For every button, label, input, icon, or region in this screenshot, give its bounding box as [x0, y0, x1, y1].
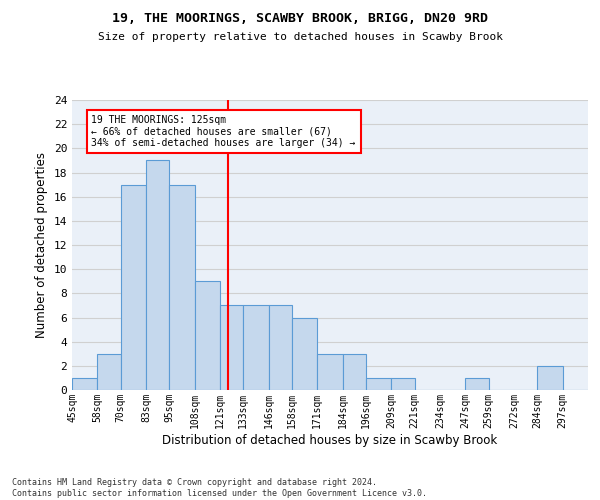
Y-axis label: Number of detached properties: Number of detached properties	[35, 152, 48, 338]
Bar	[220, 306, 244, 390]
Bar	[194, 281, 220, 390]
Bar	[391, 378, 415, 390]
Bar	[292, 318, 317, 390]
X-axis label: Distribution of detached houses by size in Scawby Brook: Distribution of detached houses by size …	[163, 434, 497, 446]
Bar	[72, 378, 97, 390]
Text: Contains HM Land Registry data © Crown copyright and database right 2024.
Contai: Contains HM Land Registry data © Crown c…	[12, 478, 427, 498]
Text: Size of property relative to detached houses in Scawby Brook: Size of property relative to detached ho…	[97, 32, 503, 42]
Bar	[466, 378, 488, 390]
Text: 19, THE MOORINGS, SCAWBY BROOK, BRIGG, DN20 9RD: 19, THE MOORINGS, SCAWBY BROOK, BRIGG, D…	[112, 12, 488, 26]
Bar	[317, 354, 343, 390]
Bar	[269, 306, 292, 390]
Bar	[366, 378, 391, 390]
Bar	[343, 354, 366, 390]
Bar	[169, 184, 194, 390]
Bar	[97, 354, 121, 390]
Bar	[121, 184, 146, 390]
Text: 19 THE MOORINGS: 125sqm
← 66% of detached houses are smaller (67)
34% of semi-de: 19 THE MOORINGS: 125sqm ← 66% of detache…	[91, 114, 356, 148]
Bar	[538, 366, 563, 390]
Bar	[146, 160, 169, 390]
Bar	[244, 306, 269, 390]
